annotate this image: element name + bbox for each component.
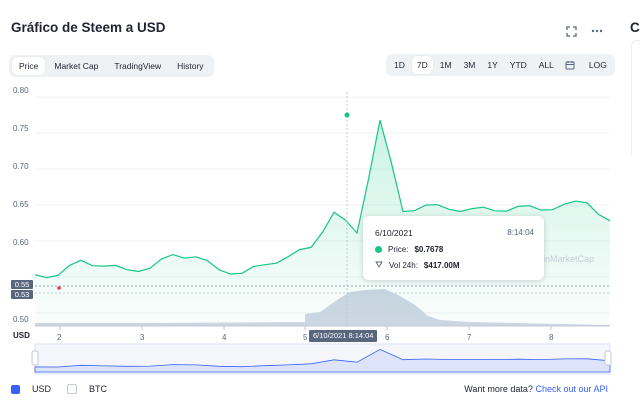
hover-date-badge: 6/10/2021 8:14:04	[309, 330, 378, 342]
price-dot-icon	[375, 246, 382, 253]
x-tick-label: 4	[222, 333, 227, 342]
x-tick-label: 8	[549, 333, 554, 342]
side-panel	[631, 40, 640, 156]
legend-usd[interactable]: USD	[11, 384, 51, 394]
range-3m[interactable]: 3M	[463, 60, 476, 70]
tooltip-time: 8:14:04	[507, 228, 534, 237]
range-all[interactable]: ALL	[538, 60, 554, 70]
page-title: Gráfico de Steem a USD	[11, 20, 166, 35]
navigator-handle-right[interactable]	[604, 350, 612, 366]
tooltip-price-value: $0.7678	[414, 245, 444, 254]
navigator	[31, 343, 612, 375]
tab-market-cap[interactable]: Market Cap	[54, 61, 99, 71]
tooltip-volume-label: Vol 24h:	[389, 261, 418, 270]
tooltip-price-row: Price: $0.7678	[375, 245, 443, 254]
y-tick-label: 0.80	[13, 86, 29, 95]
current-price-badge: 0.55	[11, 280, 33, 289]
log-scale-toggle[interactable]: LOG	[588, 60, 607, 70]
chart-tabs: Price Market Cap TradingView History	[9, 55, 214, 77]
api-promo-text: Want more data?	[464, 384, 533, 394]
usd-checkbox[interactable]	[11, 384, 20, 394]
tab-tradingview[interactable]: TradingView	[114, 61, 162, 71]
more-options-icon[interactable]	[590, 24, 604, 38]
btc-checkbox[interactable]	[67, 384, 77, 394]
api-link[interactable]: Check out our API	[535, 384, 608, 394]
side-panel-title: C	[630, 20, 640, 35]
api-promo: Want more data? Check out our API	[464, 384, 608, 394]
calendar-icon[interactable]	[560, 60, 580, 70]
tab-price[interactable]: Price	[12, 57, 46, 75]
price-line	[34, 120, 611, 279]
y-tick-label: 0.60	[13, 238, 29, 247]
range-7d[interactable]: 7D	[411, 56, 433, 74]
price-tooltip: 6/10/2021 8:14:04 Price: $0.7678 Vol 24h…	[363, 216, 544, 280]
x-tick-label: 7	[467, 333, 472, 342]
fullscreen-icon[interactable]	[564, 24, 578, 38]
legend-btc[interactable]: BTC	[67, 384, 107, 394]
tooltip-price-label: Price:	[388, 245, 409, 254]
tooltip-volume-value: $417.00M	[423, 261, 460, 270]
range-1m[interactable]: 1M	[439, 60, 452, 70]
range-selector: 1D 7D 1M 3M 1Y YTD ALL LOG	[386, 54, 615, 76]
range-1d[interactable]: 1D	[394, 60, 405, 70]
x-tick-label: 3	[140, 333, 145, 342]
start-point	[57, 286, 61, 290]
legend-usd-label: USD	[32, 384, 52, 394]
range-ytd[interactable]: YTD	[509, 60, 527, 70]
open-price-badge: 0.53	[11, 290, 33, 299]
y-tick-label: 0.50	[13, 315, 29, 324]
hover-point	[344, 112, 350, 118]
navigator-handle-left[interactable]	[31, 350, 39, 366]
tooltip-date: 6/10/2021	[375, 228, 413, 238]
y-tick-label: 0.70	[13, 162, 29, 171]
x-tick-label: 6	[385, 333, 390, 342]
x-ticks	[59, 326, 552, 330]
y-tick-label: 0.75	[13, 124, 29, 133]
volume-diamond-icon	[375, 261, 383, 270]
range-1y[interactable]: 1Y	[487, 60, 498, 70]
watermark: inMarketCap	[543, 254, 595, 264]
tooltip-volume-row: Vol 24h: $417.00M	[375, 261, 460, 270]
x-tick-label: 2	[57, 333, 62, 342]
legend-btc-label: BTC	[89, 384, 107, 394]
x-axis-currency: USD	[13, 331, 30, 340]
y-tick-label: 0.65	[13, 200, 29, 209]
tab-history[interactable]: History	[177, 61, 204, 71]
x-tick-label: 5	[303, 333, 308, 342]
navigator-line	[34, 348, 611, 373]
